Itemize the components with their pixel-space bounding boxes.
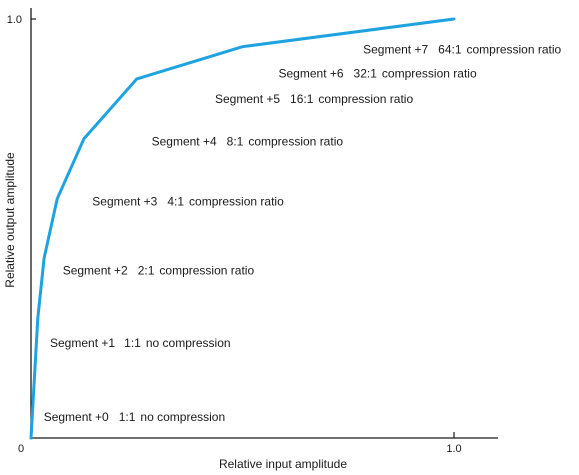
segment-description: compression ratio	[189, 195, 284, 209]
segment-label: Segment +1 1:1 no compression	[50, 336, 231, 350]
plot-area	[29, 17, 456, 440]
segment-name: Segment +2	[63, 264, 128, 278]
segment-description: compression ratio	[382, 67, 477, 81]
segment-label: Segment +4 8:1 compression ratio	[152, 135, 344, 149]
origin-tick-label: 0	[18, 443, 24, 455]
segment-name: Segment +5	[215, 92, 280, 106]
segment-ratio: 1:1	[119, 410, 136, 424]
segment-description: no compression	[140, 410, 225, 424]
y-axis-label: Relative output amplitude	[3, 152, 17, 288]
segment-name: Segment +0	[44, 410, 109, 424]
segment-label: Segment +2 2:1 compression ratio	[63, 264, 255, 278]
segment-ratio: 2:1	[138, 264, 155, 278]
axis-ticks: 0 1.0 1.0	[7, 14, 462, 455]
axes	[30, 8, 498, 439]
segment-name: Segment +1	[50, 336, 115, 350]
segment-label: Segment +3 4:1 compression ratio	[92, 195, 284, 209]
segment-name: Segment +3	[92, 195, 157, 209]
x-axis-label: Relative input amplitude	[219, 457, 347, 471]
segment-name: Segment +7	[363, 42, 428, 56]
segment-ratio: 32:1	[354, 67, 378, 81]
segment-ratio: 8:1	[227, 135, 244, 149]
segment-name: Segment +6	[279, 67, 344, 81]
segment-description: compression ratio	[467, 42, 562, 56]
y-tick-label: 1.0	[7, 14, 22, 26]
segment-label: Segment +0 1:1 no compression	[44, 410, 225, 424]
segment-description: compression ratio	[318, 92, 413, 106]
segment-label: Segment +6 32:1 compression ratio	[279, 67, 477, 81]
segment-ratio: 4:1	[167, 195, 184, 209]
segment-label: Segment +7 64:1 compression ratio	[363, 42, 561, 56]
series-line	[29, 17, 456, 440]
segment-name: Segment +4	[152, 135, 217, 149]
segment-labels: Segment +0 1:1 no compression Segment +1 1:1…	[44, 42, 562, 424]
segment-ratio: 16:1	[290, 92, 314, 106]
segment-label: Segment +5 16:1 compression ratio	[215, 92, 413, 106]
segment-ratio: 1:1	[124, 336, 141, 350]
x-tick-label: 1.0	[446, 443, 461, 455]
segment-description: compression ratio	[248, 135, 343, 149]
segment-description: compression ratio	[159, 264, 254, 278]
segment-ratio: 64:1	[438, 42, 462, 56]
segment-description: no compression	[146, 336, 231, 350]
